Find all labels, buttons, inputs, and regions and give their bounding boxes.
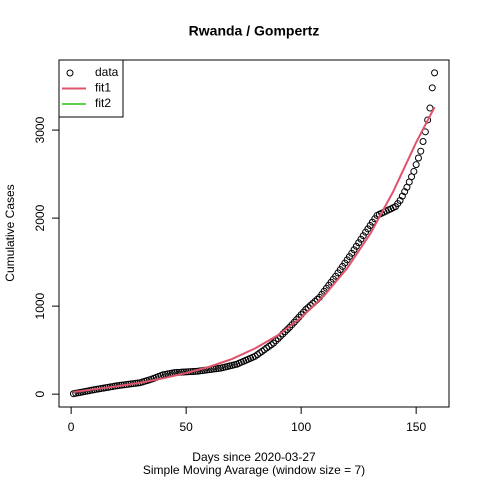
- fit-line: [73, 106, 436, 393]
- data-point: [359, 232, 367, 240]
- legend-label: data: [95, 65, 119, 79]
- data-point: [419, 138, 427, 146]
- x-axis-label: Days since 2020-03-27: [192, 450, 316, 464]
- legend-symbol: [66, 69, 74, 77]
- data-point: [428, 84, 436, 92]
- x-tick-label: 50: [179, 420, 193, 434]
- data-point: [348, 249, 356, 257]
- data-point: [424, 116, 432, 124]
- data-point: [352, 242, 360, 250]
- subtitle: Simple Moving Avarage (window size = 7): [143, 463, 365, 477]
- data-point: [417, 147, 425, 155]
- data-point: [214, 364, 222, 372]
- y-tick-label: 3000: [33, 116, 47, 143]
- data-point: [350, 246, 358, 254]
- y-tick-label: 2000: [33, 204, 47, 231]
- data-point: [178, 368, 186, 376]
- y-tick-label: 1000: [33, 292, 47, 319]
- x-tick-label: 0: [68, 420, 75, 434]
- data-point: [198, 367, 206, 375]
- data-point: [355, 239, 363, 247]
- data-point: [414, 154, 422, 162]
- legend-label: fit2: [95, 96, 111, 110]
- data-point: [272, 337, 280, 345]
- data-point: [410, 167, 418, 175]
- y-axis-label: Cumulative Cases: [3, 184, 17, 281]
- plot-box: [58, 59, 450, 408]
- x-tick-label: 100: [291, 420, 311, 434]
- x-tick-label: 150: [406, 420, 426, 434]
- data-point: [426, 104, 434, 112]
- chart-title: Rwanda / Gompertz: [189, 23, 320, 39]
- data-point: [357, 235, 365, 243]
- data-point: [431, 69, 439, 77]
- legend-label: fit1: [95, 81, 111, 95]
- data-point: [212, 365, 220, 373]
- data-point: [270, 339, 278, 347]
- data-point: [412, 161, 420, 169]
- y-tick-label: 0: [33, 390, 47, 397]
